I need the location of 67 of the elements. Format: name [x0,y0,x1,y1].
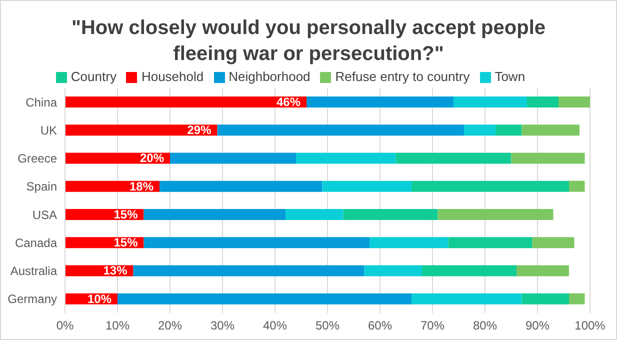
y-tick-label: Australia [10,264,58,278]
bar [569,180,585,192]
legend-label: Neighborhood [228,69,310,84]
bar [454,96,527,108]
bar [522,293,569,304]
x-tick-label: 80% [472,318,498,333]
bar [464,124,496,136]
bar [217,124,464,136]
y-tick-label: China [26,95,58,110]
x-tick-label: 40% [262,318,288,333]
legend-label: Refuse entry to country [335,69,470,84]
y-tick-label: USA [32,208,57,222]
bar [532,237,574,248]
bar [527,96,558,108]
x-tick-label: 30% [210,318,235,333]
bar [522,124,580,136]
bar [370,237,448,248]
bar [286,208,344,220]
bar [144,208,286,220]
bar [516,265,569,276]
y-tick-label: UK [40,123,57,138]
data-label: 20% [140,151,164,166]
bar [296,152,396,164]
bar [343,208,438,220]
x-tick-label: 50% [315,318,340,333]
data-label: 15% [114,236,138,250]
bar [412,180,569,192]
y-tick-label: Spain [26,180,57,194]
bar [160,180,322,192]
y-tick-label: Germany [8,292,57,306]
data-label: 29% [187,123,212,138]
bar [65,96,306,108]
data-label: 10% [87,292,112,306]
x-tick-label: 60% [368,318,392,333]
bar [496,124,522,136]
bar [322,180,412,192]
legend-label: Household [141,69,204,84]
data-label: 15% [114,207,138,222]
bar [364,265,422,276]
data-label: 13% [103,264,128,278]
x-tick-label: 100% [574,318,606,333]
bar [396,152,512,164]
legend-label: Country [70,69,116,84]
x-tick-label: 10% [105,318,130,333]
x-tick-label: 70% [420,318,445,333]
x-tick-label: 90% [525,318,550,333]
legend-label: Town [494,69,526,84]
x-tick-label: 20% [158,318,182,333]
y-tick-label: Canada [14,236,58,250]
bar [448,237,532,248]
bar [118,293,412,304]
data-label: 46% [276,94,301,109]
bar [144,237,370,248]
bar [569,293,585,304]
bar [133,265,364,276]
bar [422,265,516,276]
chart-title: "How closely would you personally accept people fleeing war or persecution?" [70,16,547,67]
bar [170,152,296,164]
bar [511,152,585,164]
bar [438,208,554,220]
bar [65,124,218,136]
bar [558,96,590,108]
data-label: 18% [129,179,154,194]
x-tick-label: 0% [56,318,74,333]
y-tick-label: Greece [18,152,58,166]
bar [306,96,454,108]
bar [412,293,522,304]
